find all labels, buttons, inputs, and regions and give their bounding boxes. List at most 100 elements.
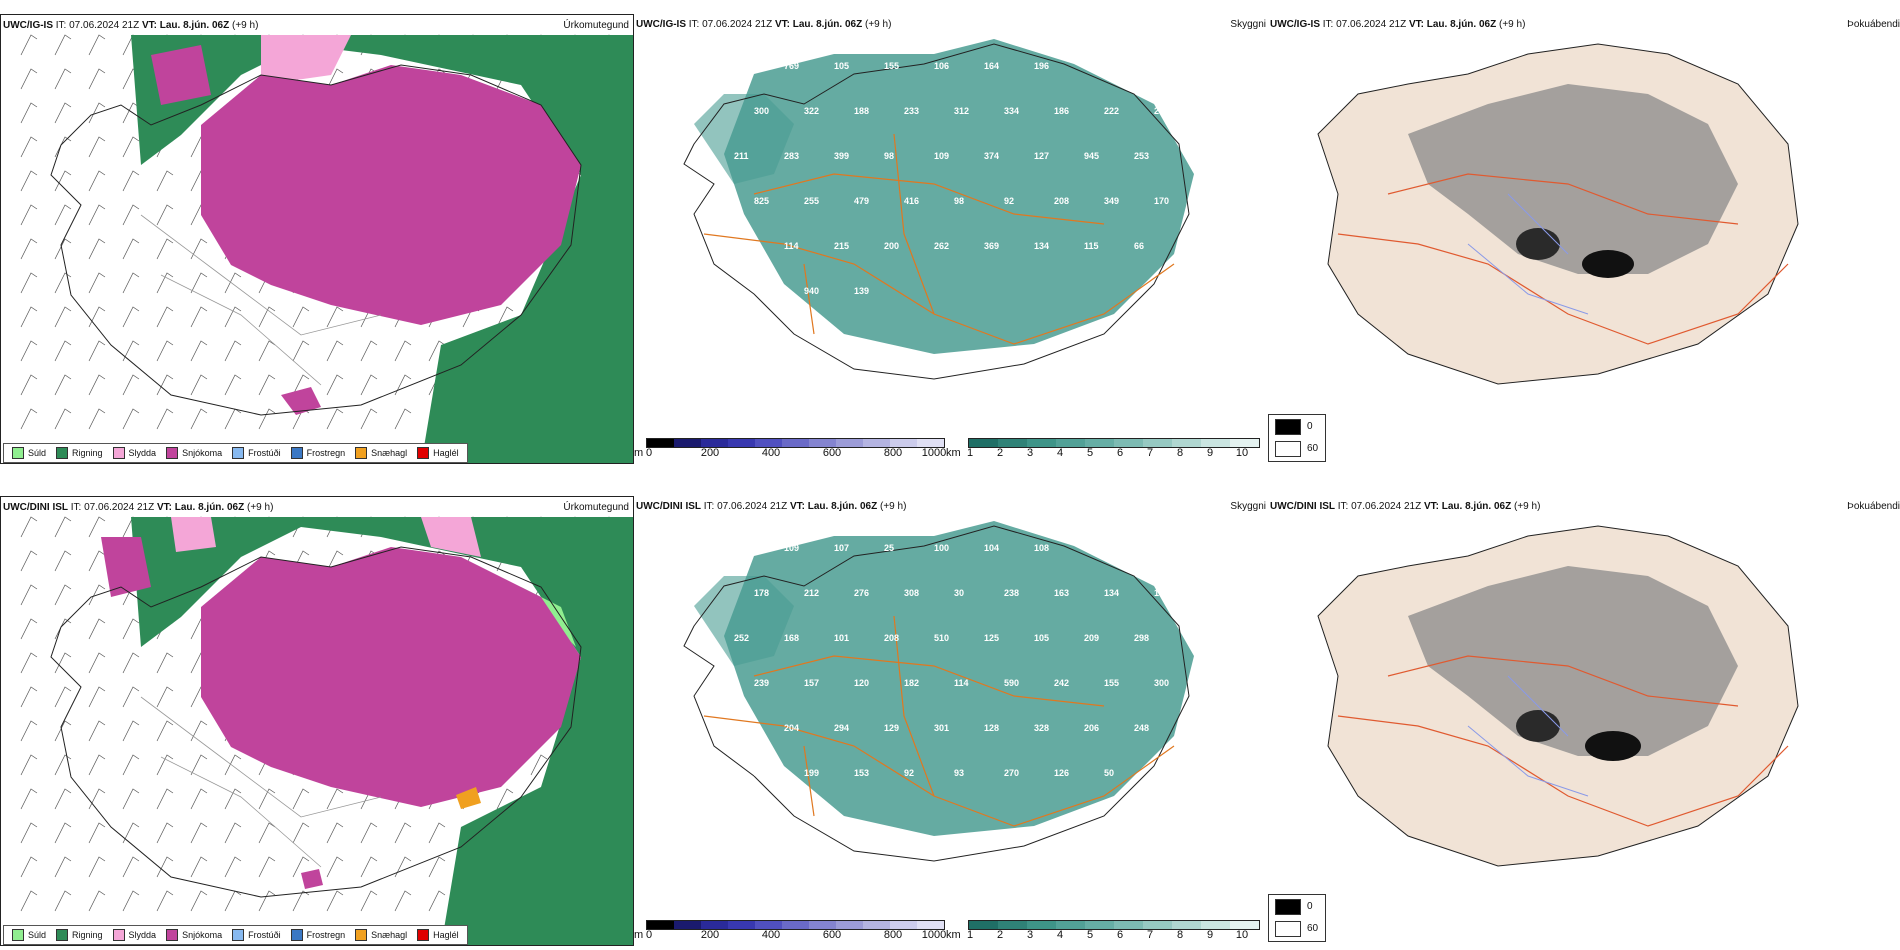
cloudbase-label: 399	[834, 151, 849, 161]
cloudbase-label: 300	[1154, 678, 1169, 688]
cloudbase-label: 155	[884, 61, 899, 71]
panel-title: Þokuábendi	[1847, 19, 1900, 30]
cloudbase-label: 215	[1154, 106, 1169, 116]
legend-item: Rigning	[56, 447, 103, 459]
cloudbase-label: 212	[804, 588, 819, 598]
ptype-map	[20, 34, 633, 463]
cloudbase-label: 92	[904, 768, 914, 778]
cloudbase-label: 239	[754, 678, 769, 688]
cloudbase-label: 242	[1054, 678, 1069, 688]
cloudbase-label: 107	[834, 543, 849, 553]
cloudbase-label: 206	[1084, 723, 1099, 733]
cloudbase-colorbar: m 0 200 400 600 800 1000	[634, 438, 946, 464]
visibility-colorbar: km 1 2 3 4 5 6 7 8 9 10	[946, 438, 1268, 464]
cloudbase-label: 168	[784, 633, 799, 643]
cloudbase-label: 170	[1154, 196, 1169, 206]
fog-legend-row2: 0 60	[1268, 894, 1326, 942]
cloudbase-label: 105	[834, 61, 849, 71]
cloudbase-label: 128	[984, 723, 999, 733]
cloudbase-label: 825	[754, 196, 769, 206]
cloudbase-label: 298	[1134, 633, 1149, 643]
cloudbase-panel-row1: UWC/IG-IS IT: 07.06.2024 21Z VT: Lau. 8.…	[634, 14, 1270, 464]
fog-map	[1317, 525, 1799, 867]
cloudbase-label: 104	[984, 543, 999, 553]
cloudbase-label: 127	[1034, 151, 1049, 161]
cloudbase-label: 105	[1034, 633, 1049, 643]
cloudbase-label: 222	[1104, 106, 1119, 116]
cloudbase-label: 134	[1104, 588, 1119, 598]
cloudbase-label: 134	[1034, 241, 1049, 251]
cloudbase-label: 204	[784, 723, 799, 733]
panel-header: UWC/DINI ISL IT: 07.06.2024 21Z VT: Lau.…	[636, 501, 907, 512]
cloudbase-label: 769	[784, 61, 799, 71]
cloudbase-label: 238	[1004, 588, 1019, 598]
cloudbase-label: 104	[1154, 768, 1169, 778]
cloudbase-label: 590	[1004, 678, 1019, 688]
cloudbase-label: 208	[884, 633, 899, 643]
cloudbase-map: 89 109 107 25 100 104 108 127 82 178 212 276 308 30 23…	[683, 521, 1194, 862]
visibility-colorbar-bar	[968, 438, 1260, 448]
cloudbase-label: 125	[984, 633, 999, 643]
cloudbase-label: 252	[734, 633, 749, 643]
cloudbase-label: 255	[804, 196, 819, 206]
cloudbase-label: 416	[904, 196, 919, 206]
cloudbase-label: 270	[1004, 768, 1019, 778]
cloudbase-label: 98	[954, 196, 964, 206]
cloudbase-label: 153	[854, 768, 869, 778]
cloudbase-label: 301	[934, 723, 949, 733]
panel-title: Skyggni	[1230, 19, 1266, 30]
legend-item: Frostúði	[232, 447, 281, 459]
cloudbase-label: 188	[854, 106, 869, 116]
cloudbase-label: 510	[934, 633, 949, 643]
fog-map	[1317, 43, 1799, 385]
cloudbase-label: 82	[1134, 543, 1144, 553]
cloudbase-label: 120	[854, 678, 869, 688]
visibility-colorbar-bar	[968, 920, 1260, 930]
cloudbase-colorbar: m 0 200 400 600 800 1000	[634, 920, 946, 946]
cloudbase-label: 108	[1034, 543, 1049, 553]
cloudbase-labels: 80 769 105 155 106 164 196 257 194 300 322 188 233 31…	[734, 61, 1169, 296]
ptype-legend: Súld Rigning Slydda Snjókoma Frostúði Fr…	[3, 925, 468, 945]
cloudbase-label: 163	[1054, 588, 1069, 598]
legend-item: Súld	[12, 447, 46, 459]
cloudbase-label: 186	[1054, 106, 1069, 116]
cloudbase-label: 328	[1034, 723, 1049, 733]
cloudbase-label: 78	[734, 241, 744, 251]
cloudbase-label: 215	[834, 241, 849, 251]
cloudbase-label: 300	[754, 106, 769, 116]
cloudbase-label: 89	[734, 543, 744, 553]
ptype-panel-row1: UWC/IG-IS IT: 07.06.2024 21Z VT: Lau. 8.…	[0, 14, 634, 464]
legend-item: Rigning	[56, 929, 103, 941]
cloudbase-label: 25	[884, 543, 894, 553]
cloudbase-map: 80 769 105 155 106 164 196 257 194 300 322 188 233 31…	[683, 39, 1194, 380]
legend-item: Snjókoma	[166, 929, 222, 941]
cloudbase-label: 253	[1134, 151, 1149, 161]
cloudbase-label: 155	[1104, 678, 1119, 688]
cloudbase-label: 92	[1004, 196, 1014, 206]
coastline	[50, 64, 582, 416]
cloudbase-label: 322	[804, 106, 819, 116]
cloudbase-label: 184	[1154, 588, 1169, 598]
cloudbase-label: 479	[854, 196, 869, 206]
ptype-map	[20, 516, 633, 945]
cloudbase-label: 277	[754, 768, 769, 778]
cloudbase-label: 157	[804, 678, 819, 688]
cloudbase-label: 194	[1134, 61, 1149, 71]
fog-panel-row1: UWC/IG-IS IT: 07.06.2024 21Z VT: Lau. 8.…	[1268, 14, 1900, 414]
legend-item: Frostregn	[290, 929, 345, 941]
cloudbase-label: 248	[1134, 723, 1149, 733]
cloudbase-label: 93	[954, 768, 964, 778]
legend-item: Snæhagl	[355, 929, 407, 941]
cloudbase-label: 109	[934, 151, 949, 161]
cloudbase-label: 114	[784, 241, 799, 251]
panel-title: Úrkomutegund	[563, 20, 629, 31]
cloudbase-label: 334	[1004, 106, 1019, 116]
legend-item: Haglél	[417, 929, 459, 941]
cloudbase-label: 257	[1084, 61, 1099, 71]
cloudbase-label: 129	[884, 723, 899, 733]
cloudbase-label: 208	[1054, 196, 1069, 206]
cloudbase-label: 106	[934, 61, 949, 71]
cloudbase-label: 940	[804, 286, 819, 296]
cloudbase-label: 945	[1084, 151, 1099, 161]
cloudbase-label: 30	[954, 588, 964, 598]
